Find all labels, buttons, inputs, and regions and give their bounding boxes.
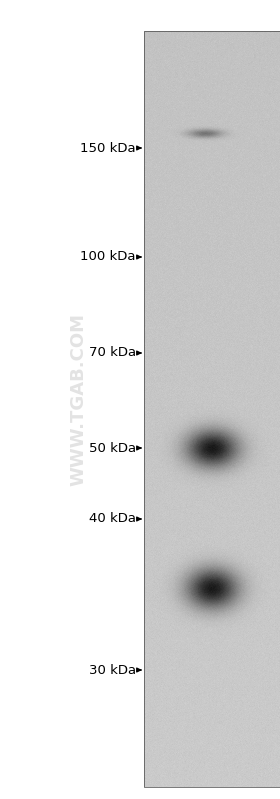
Text: WWW.TGAB.COM: WWW.TGAB.COM — [69, 313, 87, 486]
Text: 40 kDa: 40 kDa — [89, 512, 136, 526]
Bar — [144, 31, 280, 787]
Text: 30 kDa: 30 kDa — [89, 663, 136, 677]
Text: 100 kDa: 100 kDa — [81, 251, 136, 264]
Text: 50 kDa: 50 kDa — [89, 442, 136, 455]
Text: 150 kDa: 150 kDa — [80, 141, 136, 154]
Text: 70 kDa: 70 kDa — [89, 347, 136, 360]
